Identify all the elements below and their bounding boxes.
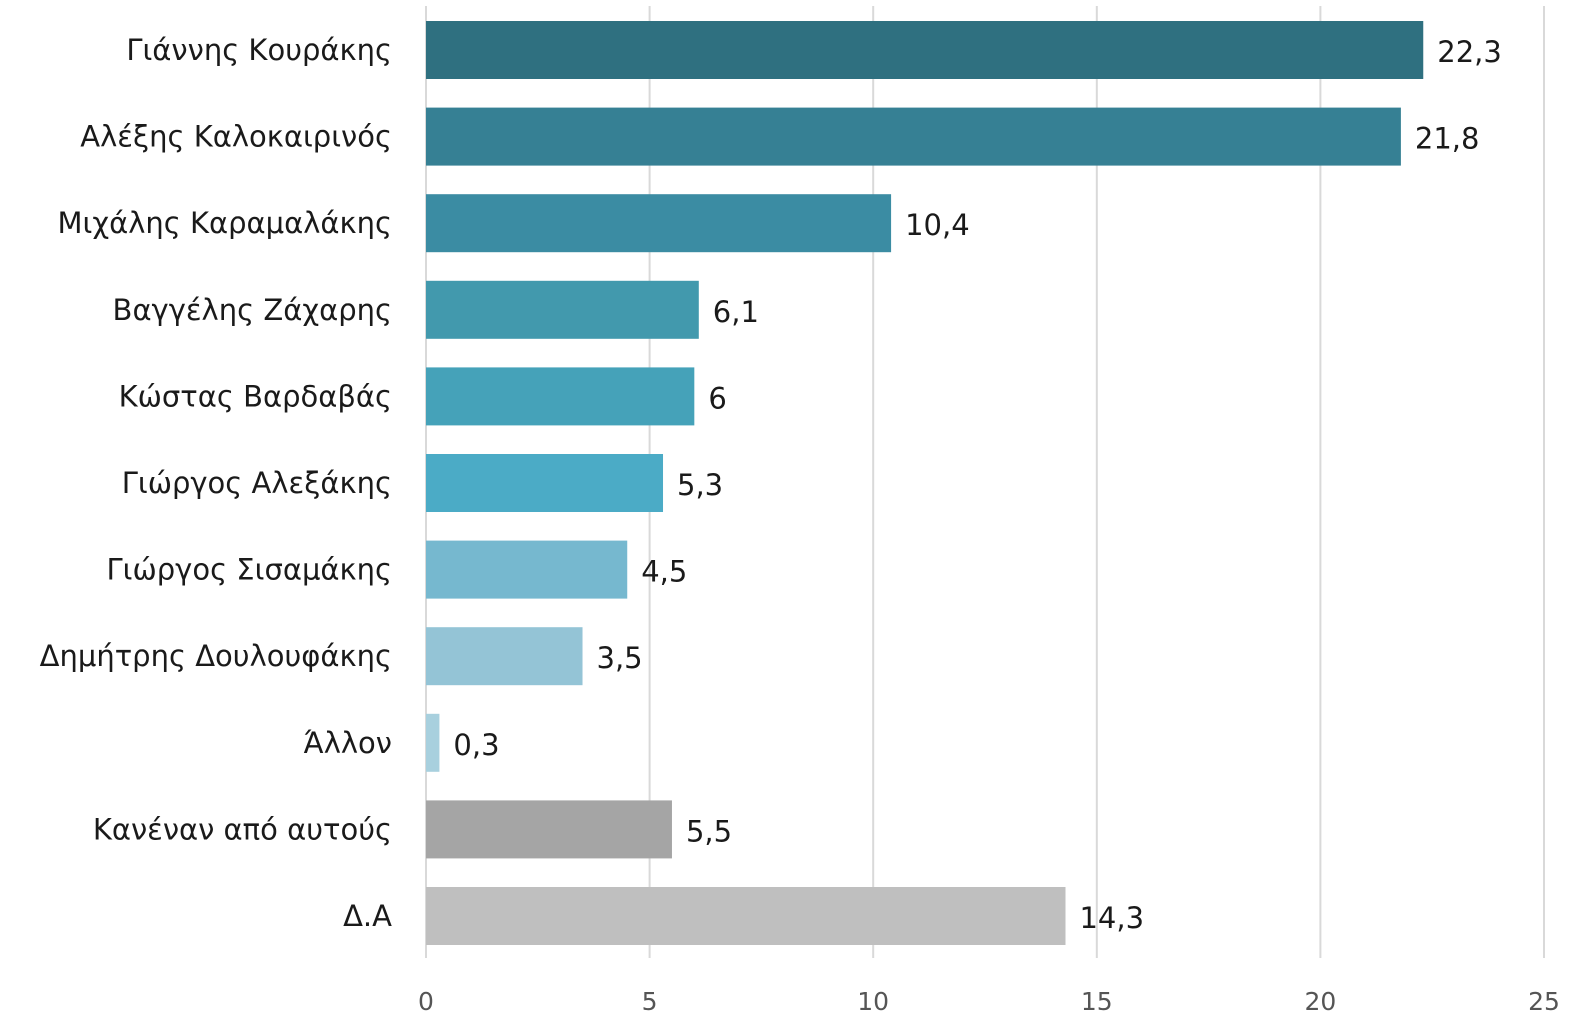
category-label: Γιώργος Σισαμάκης [107, 553, 393, 587]
x-tick-label: 25 [1528, 987, 1560, 1016]
value-labels: 22,3 21,8 10,4 6,1 6 5,3 4,5 3,5 0,3 5,5 14,3 [453, 35, 1501, 935]
category-labels: Γιάννης Κουράκης Αλέξης Καλοκαιρινός Μιχάλ… [40, 33, 392, 933]
bar-value-label: 14,3 [1079, 901, 1144, 935]
category-label: Γιάννης Κουράκης [126, 33, 392, 67]
bar-value-label: 0,3 [453, 728, 499, 762]
bar [426, 367, 695, 426]
bars [426, 21, 1424, 945]
bar [426, 280, 699, 339]
bar-value-label: 4,5 [641, 555, 687, 589]
bar-value-label: 5,5 [686, 814, 732, 848]
bar [426, 540, 628, 599]
x-tick-label: 20 [1304, 987, 1336, 1016]
x-tick-label: 10 [857, 987, 889, 1016]
category-label: Δ.Α [343, 899, 392, 933]
bar [426, 21, 1424, 79]
bar-value-label: 6 [708, 381, 726, 415]
category-label: Δημήτρης Δουλουφάκης [40, 639, 392, 673]
bar-value-label: 22,3 [1437, 35, 1502, 69]
bar-value-label: 6,1 [713, 295, 759, 329]
bar [426, 194, 892, 253]
category-label: Αλέξης Καλοκαιρινός [80, 120, 392, 154]
bar [426, 627, 583, 686]
x-tick-label: 0 [418, 987, 434, 1016]
category-label: Βαγγέλης Ζάχαρης [113, 293, 392, 327]
category-label: Κώστας Βαρδαβάς [119, 379, 392, 413]
x-axis-ticks: 0 5 10 15 20 25 [418, 987, 1560, 1016]
bar-value-label: 10,4 [905, 208, 970, 242]
bar-value-label: 5,3 [677, 468, 723, 502]
category-label: Κανέναν από αυτούς [93, 812, 392, 846]
category-label: Γιώργος Αλεξάκης [122, 466, 392, 500]
x-tick-label: 5 [642, 987, 658, 1016]
bar [426, 454, 664, 512]
category-label: Μιχάλης Καραμαλάκης [58, 206, 392, 240]
bar-value-label: 21,8 [1415, 122, 1480, 156]
bar [426, 800, 672, 859]
x-tick-label: 15 [1081, 987, 1113, 1016]
bar-value-label: 3,5 [597, 641, 643, 675]
category-label: Άλλον [304, 726, 392, 760]
bar [426, 887, 1066, 945]
bar [426, 713, 440, 772]
bar [426, 107, 1401, 166]
